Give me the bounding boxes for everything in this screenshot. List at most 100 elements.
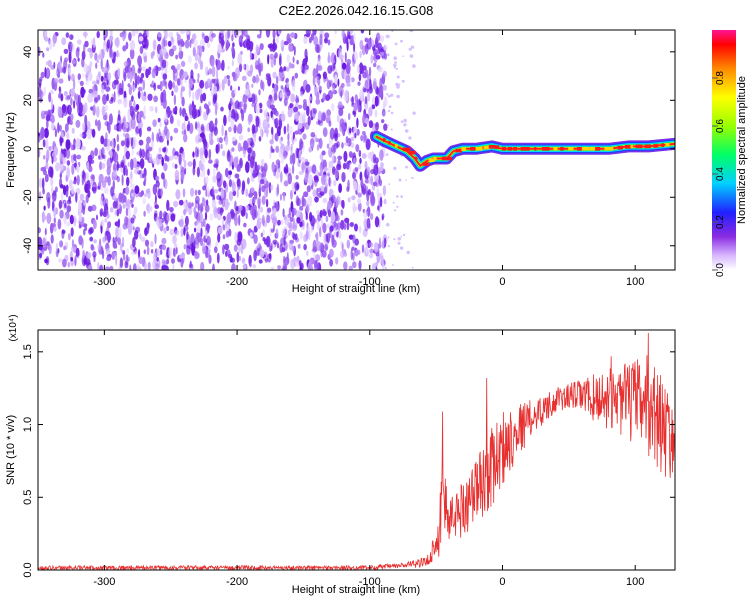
y-tick-label: 0 bbox=[22, 146, 34, 152]
noise-blob bbox=[327, 39, 331, 46]
noise-blob bbox=[321, 150, 326, 156]
noise-blob bbox=[58, 86, 61, 92]
noise-blob bbox=[176, 63, 181, 71]
noise-blob bbox=[227, 65, 230, 70]
noise-blob bbox=[48, 243, 52, 255]
noise-blob bbox=[289, 239, 295, 244]
noise-blob bbox=[131, 251, 135, 256]
noise-blob bbox=[237, 142, 242, 152]
noise-blob bbox=[238, 244, 241, 254]
noise-blob bbox=[159, 210, 163, 220]
noise-speck bbox=[392, 264, 394, 266]
noise-blob bbox=[287, 140, 290, 147]
signal-core bbox=[488, 145, 496, 149]
y-tick-label: 0.5 bbox=[22, 490, 34, 505]
noise-blob bbox=[122, 45, 127, 52]
noise-blob bbox=[288, 125, 293, 136]
noise-blob bbox=[218, 81, 221, 93]
noise-blob bbox=[267, 75, 272, 87]
noise-blob bbox=[205, 199, 209, 206]
y-tick-label: 1.5 bbox=[22, 344, 34, 359]
noise-blob bbox=[303, 243, 307, 251]
noise-blob bbox=[271, 88, 274, 96]
noise-blob bbox=[323, 186, 328, 194]
noise-blob bbox=[265, 115, 270, 124]
noise-blob bbox=[338, 183, 342, 194]
noise-blob bbox=[101, 162, 106, 169]
noise-blob bbox=[83, 43, 86, 53]
noise-blob bbox=[202, 218, 206, 228]
noise-speck bbox=[403, 123, 407, 127]
noise-blob bbox=[54, 128, 58, 138]
noise-blob bbox=[336, 215, 340, 222]
noise-blob bbox=[253, 51, 258, 61]
noise-blob bbox=[272, 239, 278, 245]
noise-blob bbox=[351, 96, 355, 106]
noise-speck bbox=[401, 79, 405, 83]
noise-blob bbox=[267, 54, 270, 65]
noise-blob bbox=[344, 51, 347, 63]
noise-blob bbox=[172, 81, 175, 89]
noise-blob bbox=[117, 67, 121, 78]
noise-blob bbox=[86, 128, 92, 140]
noise-blob bbox=[130, 192, 135, 197]
noise-blob bbox=[305, 55, 308, 63]
signal-core bbox=[441, 156, 448, 161]
noise-blob bbox=[383, 52, 388, 60]
noise-blob bbox=[265, 30, 271, 38]
noise-blob bbox=[60, 192, 64, 201]
noise-blob bbox=[42, 187, 45, 195]
noise-blob bbox=[190, 187, 195, 197]
noise-blob bbox=[105, 86, 110, 93]
noise-blob bbox=[173, 127, 179, 134]
noise-blob bbox=[329, 248, 334, 258]
noise-blob bbox=[369, 248, 374, 254]
noise-blob bbox=[164, 30, 168, 40]
signal-core bbox=[542, 147, 550, 151]
noise-blob bbox=[116, 134, 120, 143]
noise-blob bbox=[287, 132, 290, 142]
noise-blob bbox=[373, 164, 379, 176]
noise-blob bbox=[194, 250, 199, 260]
noise-blob bbox=[199, 132, 205, 138]
noise-blob bbox=[190, 69, 194, 79]
noise-blob bbox=[362, 131, 366, 136]
noise-blob bbox=[296, 197, 301, 207]
noise-blob bbox=[266, 99, 272, 108]
noise-blob bbox=[357, 198, 362, 205]
noise-blob bbox=[147, 93, 153, 102]
noise-blob bbox=[109, 35, 114, 41]
noise-blob bbox=[205, 230, 208, 239]
noise-blob bbox=[251, 83, 254, 88]
noise-blob bbox=[368, 120, 374, 129]
noise-blob bbox=[65, 139, 71, 150]
noise-blob bbox=[71, 73, 75, 82]
noise-blob bbox=[249, 41, 254, 47]
noise-blob bbox=[327, 165, 332, 175]
noise-blob bbox=[191, 202, 194, 207]
noise-blob bbox=[175, 189, 181, 200]
noise-blob bbox=[168, 48, 175, 57]
noise-blob bbox=[92, 80, 97, 85]
noise-blob bbox=[98, 173, 104, 184]
noise-blob bbox=[304, 69, 307, 75]
noise-blob bbox=[111, 138, 115, 150]
noise-blob bbox=[342, 162, 347, 170]
noise-blob bbox=[238, 214, 241, 226]
noise-blob bbox=[84, 114, 88, 126]
noise-blob bbox=[266, 126, 269, 138]
noise-blob bbox=[76, 164, 80, 173]
noise-speck bbox=[405, 165, 408, 169]
noise-blob bbox=[209, 80, 213, 90]
noise-blob bbox=[376, 87, 380, 96]
noise-blob bbox=[83, 228, 86, 236]
noise-blob bbox=[335, 197, 339, 208]
noise-blob bbox=[256, 164, 261, 171]
noise-blob bbox=[67, 233, 71, 241]
noise-blob bbox=[163, 227, 167, 234]
noise-blob bbox=[357, 65, 360, 74]
noise-blob bbox=[309, 96, 312, 101]
noise-blob bbox=[161, 59, 167, 69]
noise-blob bbox=[158, 128, 161, 134]
noise-blob bbox=[57, 73, 60, 79]
